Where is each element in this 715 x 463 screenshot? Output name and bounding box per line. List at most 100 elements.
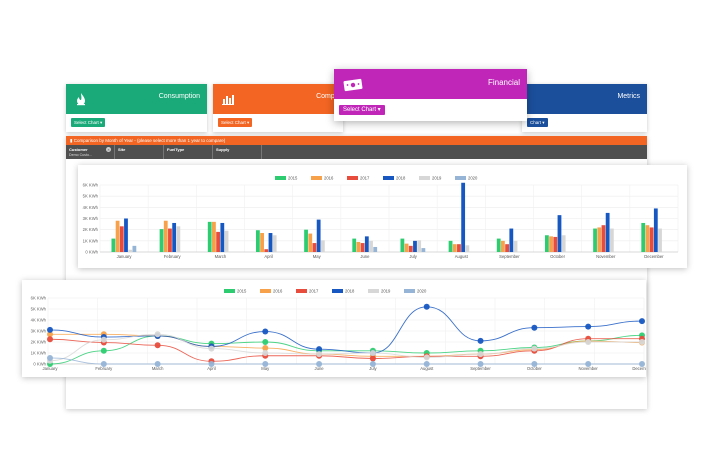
bar xyxy=(312,243,317,252)
bar xyxy=(216,231,221,252)
x-tick-label: October xyxy=(550,254,566,259)
data-point xyxy=(316,351,323,358)
legend-swatch xyxy=(419,176,430,180)
consumption-card-title: Consumption xyxy=(158,93,200,100)
bar-chart-icon: ▮ xyxy=(70,138,74,143)
data-point xyxy=(423,303,430,310)
data-point xyxy=(369,361,376,367)
y-tick-label: 1K KWh xyxy=(83,238,99,243)
bar xyxy=(649,227,654,252)
bar xyxy=(124,218,128,252)
filter-site[interactable]: Site xyxy=(115,145,164,159)
filter-value: Demo Custo... xyxy=(69,153,92,157)
financial-select-chart-button[interactable]: Select Chart ▾ xyxy=(339,105,385,115)
filter-fueltype[interactable]: FuelType xyxy=(164,145,213,159)
y-tick-label: 6K KWh xyxy=(31,296,47,301)
bar xyxy=(557,215,562,252)
bar xyxy=(168,228,172,252)
data-point xyxy=(477,337,484,344)
data-point xyxy=(585,323,592,330)
data-point xyxy=(100,361,107,367)
y-tick-label: 5K KWh xyxy=(83,194,99,199)
x-tick-label: November xyxy=(596,254,616,259)
legend-label: 2020 xyxy=(468,176,478,181)
comparison-select-chart-button[interactable]: Select Chart ▾ xyxy=(218,118,253,127)
clear-icon[interactable]: × xyxy=(106,147,111,152)
bar xyxy=(159,229,164,252)
metrics-card: Metrics Chart ▾ xyxy=(522,84,647,132)
x-tick-label: April xyxy=(264,254,272,259)
bar xyxy=(268,233,273,252)
legend-label: 2015 xyxy=(237,289,247,294)
line-chart: 2015 2016 2017 2018 2019 2020 0 KWh 1K KWh 2K KW… xyxy=(31,289,653,371)
bar xyxy=(452,244,457,252)
data-point xyxy=(47,354,53,361)
data-point xyxy=(262,350,269,356)
x-tick-label: April xyxy=(207,366,215,371)
bar xyxy=(461,182,466,252)
bar xyxy=(448,240,453,252)
comparison-card-title: Compar xyxy=(316,93,341,100)
bar xyxy=(400,238,405,252)
series-line xyxy=(49,338,642,362)
x-tick-label: July xyxy=(409,254,417,259)
bar xyxy=(553,236,558,252)
legend-label: 2018 xyxy=(396,176,406,181)
panel-header: ▮ Comparison by Month of Year - (please … xyxy=(66,136,647,145)
consumption-select-chart-button[interactable]: Select Chart ▾ xyxy=(71,118,106,127)
bar xyxy=(128,249,133,252)
bar xyxy=(561,235,566,252)
bar xyxy=(352,238,357,252)
legend-swatch xyxy=(275,176,286,180)
y-tick-label: 5K KWh xyxy=(31,307,47,312)
data-point xyxy=(262,361,269,367)
x-tick-label: February xyxy=(164,254,182,259)
bar xyxy=(176,226,181,252)
x-tick-label: December xyxy=(644,254,664,259)
y-tick-label: 6K KWh xyxy=(83,183,99,188)
data-point xyxy=(639,339,645,345)
bar xyxy=(356,241,361,252)
bar xyxy=(360,243,365,252)
data-point xyxy=(154,342,161,349)
bar xyxy=(544,235,549,252)
x-tick-label: September xyxy=(470,366,491,371)
data-point xyxy=(262,345,269,352)
data-point xyxy=(316,346,323,353)
bar xyxy=(220,222,225,252)
x-tick-label: February xyxy=(95,366,113,371)
bar xyxy=(404,243,409,252)
x-tick-label: December xyxy=(632,366,646,371)
data-point xyxy=(262,328,269,335)
bar xyxy=(115,220,120,252)
bar xyxy=(369,240,373,252)
filter-bar: Customer Demo Custo... × Site FuelType S… xyxy=(66,145,647,159)
metrics-select-chart-button[interactable]: Chart ▾ xyxy=(527,118,548,127)
y-tick-label: 0 KWh xyxy=(33,362,46,367)
legend-swatch xyxy=(311,176,322,180)
series-line xyxy=(49,357,642,365)
filter-supply[interactable]: Supply xyxy=(213,145,262,159)
y-tick-label: 2K KWh xyxy=(31,340,47,345)
legend-label: 2018 xyxy=(345,289,355,294)
data-point xyxy=(154,361,161,367)
y-tick-label: 0 KWh xyxy=(85,250,98,255)
data-point xyxy=(47,326,53,333)
bar-chart-card: 2015 2016 2017 2018 2019 2020 0 KWh 1K KWh 2K KW… xyxy=(78,165,687,268)
x-tick-label: October xyxy=(527,366,543,371)
x-tick-label: March xyxy=(215,254,227,259)
filter-customer[interactable]: Customer Demo Custo... × xyxy=(66,145,115,159)
data-point xyxy=(639,318,645,325)
money-icon xyxy=(343,78,363,92)
comparison-card: Compar Select Chart ▾ xyxy=(213,84,343,132)
bar xyxy=(501,240,505,252)
bar xyxy=(260,233,264,252)
data-point xyxy=(47,331,53,338)
bar xyxy=(308,233,313,252)
legend-label: 2015 xyxy=(288,176,298,181)
bar-chart: 2015 2016 2017 2018 2019 2020 0 KWh 1K KWh 2K KW… xyxy=(83,176,679,259)
data-point xyxy=(369,350,376,356)
legend-label: 2019 xyxy=(432,176,442,181)
legend-swatch xyxy=(332,289,343,293)
data-point xyxy=(477,361,484,367)
